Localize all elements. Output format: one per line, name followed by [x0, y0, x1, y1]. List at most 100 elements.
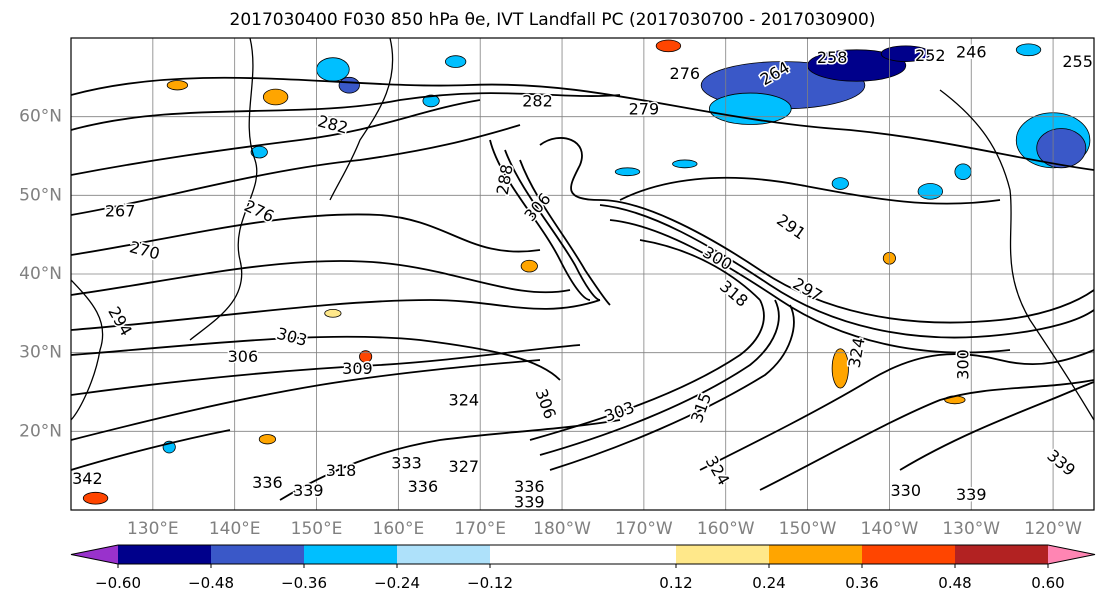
y-tick-label: 50°N: [19, 185, 62, 205]
colorbar-tick-label: −0.48: [188, 574, 234, 592]
x-tick-label: 140°E: [209, 519, 261, 539]
contour-label: 336: [408, 477, 439, 496]
x-tick-label: 160°E: [373, 519, 425, 539]
contour-line: [489, 139, 591, 301]
contour-label: 318: [716, 277, 752, 311]
x-tick-label: 170°E: [454, 519, 506, 539]
contour-label: 306: [228, 347, 259, 366]
ivt-shading-patch: [324, 309, 342, 318]
ivt-shading-patch: [316, 57, 350, 82]
y-tick-label: 20°N: [19, 421, 62, 441]
colorbar-tick-label: 0.48: [938, 574, 971, 592]
ivt-shading-patch: [831, 348, 849, 389]
ivt-shading-patch: [338, 76, 360, 94]
contour-label: 258: [817, 48, 848, 67]
contour-line: [71, 359, 541, 441]
contour-line: [71, 124, 521, 216]
contour-label: 309: [342, 359, 373, 378]
coastline: [71, 279, 104, 421]
contour-label: 303: [275, 324, 309, 350]
contour-line: [759, 379, 1094, 491]
contour-line: [71, 92, 621, 131]
colorbar-segment: [397, 545, 490, 564]
contour-label: 318: [326, 461, 357, 480]
contour-label: 324: [845, 336, 869, 369]
contour-label: 306: [532, 386, 560, 421]
ivt-shading-patch: [1015, 43, 1042, 57]
colorbar-tick-label: 0.60: [1031, 574, 1064, 592]
colorbar-extend-high: [1048, 545, 1095, 564]
colorbar-tick-label: 0.36: [845, 574, 878, 592]
ivt-shading-patch: [166, 80, 189, 91]
contour-line: [504, 149, 601, 301]
y-tick-label: 40°N: [19, 264, 62, 284]
contour-label: 336: [514, 477, 545, 496]
colorbar-tick-label: −0.60: [95, 574, 141, 592]
colorbar-tick-label: −0.24: [374, 574, 420, 592]
contour-label: 339: [514, 493, 545, 512]
x-tick-label: 130°E: [127, 519, 179, 539]
contour-line: [619, 176, 1001, 205]
ivt-shading-patch: [250, 145, 268, 159]
ivt-shading-patch: [655, 39, 682, 53]
contour-label: 339: [956, 485, 987, 504]
ivt-shading-patch: [917, 183, 943, 200]
contour-label: 333: [391, 453, 422, 472]
theta-e-contour-layer: [71, 38, 1094, 501]
contour-line: [71, 76, 1094, 171]
contour-label: 279: [629, 99, 660, 118]
contour-label: 288: [493, 163, 517, 196]
ivt-shading-patch: [359, 350, 373, 363]
chart-title-wrap: 2017030400 F030 850 hPa θe, IVT Landfall…: [0, 0, 1105, 36]
x-tick-label: 120°W: [1024, 519, 1082, 539]
contour-line: [71, 335, 561, 381]
x-tick-label: 150°W: [779, 519, 837, 539]
ivt-shading-patch: [708, 92, 792, 125]
contour-label: 252: [915, 46, 946, 65]
contour-line: [549, 304, 795, 471]
coastline: [329, 38, 394, 201]
contour-label: 300: [954, 349, 973, 380]
contour-label: 315: [687, 390, 715, 425]
contour-label: 306: [520, 189, 554, 225]
coastline: [939, 89, 1094, 421]
contour-line: [539, 137, 1094, 324]
contour-label: 336: [252, 473, 283, 492]
contour-label: 327: [449, 457, 480, 476]
y-tick-label: 30°N: [19, 343, 62, 363]
ivt-shading-patch: [614, 167, 641, 177]
colorbar-segment: [211, 545, 304, 564]
colorbar-segment: [676, 545, 769, 564]
contour-label: 267: [105, 202, 136, 221]
coastline: [189, 38, 258, 341]
contour-label: 255: [1062, 52, 1093, 71]
contour-label: 270: [127, 237, 161, 263]
colorbar-tick-label: 0.24: [752, 574, 785, 592]
contour-label: 276: [670, 64, 701, 83]
axis-layer: 130°E 140°E 150°E 160°E 170°E 180°W 170°W 160°W…: [19, 107, 1082, 539]
contour-label: 339: [293, 481, 324, 500]
ivt-shading-patch: [880, 45, 931, 63]
colorbar-segment: [862, 545, 955, 564]
x-tick-label: 160°W: [697, 519, 755, 539]
colorbar-segment: [118, 545, 211, 564]
colorbar-segment: [490, 545, 676, 564]
colorbar-tick-label: −0.36: [281, 574, 327, 592]
contour-line: [609, 219, 1011, 354]
contour-line: [71, 99, 481, 176]
contour-label: 291: [773, 210, 809, 243]
contour-line: [71, 429, 231, 471]
contour-line: [599, 204, 1094, 339]
contour-line: [899, 381, 1094, 471]
map-frame: [70, 37, 1095, 511]
contour-label: 246: [956, 43, 987, 62]
contour-label: 339: [1043, 446, 1079, 480]
colorbar-segment: [769, 545, 862, 564]
ivt-shading-patch: [258, 434, 276, 445]
y-tick-label: 60°N: [19, 107, 62, 127]
ivt-shading-patch: [1036, 128, 1087, 169]
x-tick-label: 140°W: [861, 519, 919, 539]
contour-label: 324: [702, 453, 734, 489]
contour-label: 303: [602, 398, 637, 426]
contour-line: [71, 344, 581, 396]
